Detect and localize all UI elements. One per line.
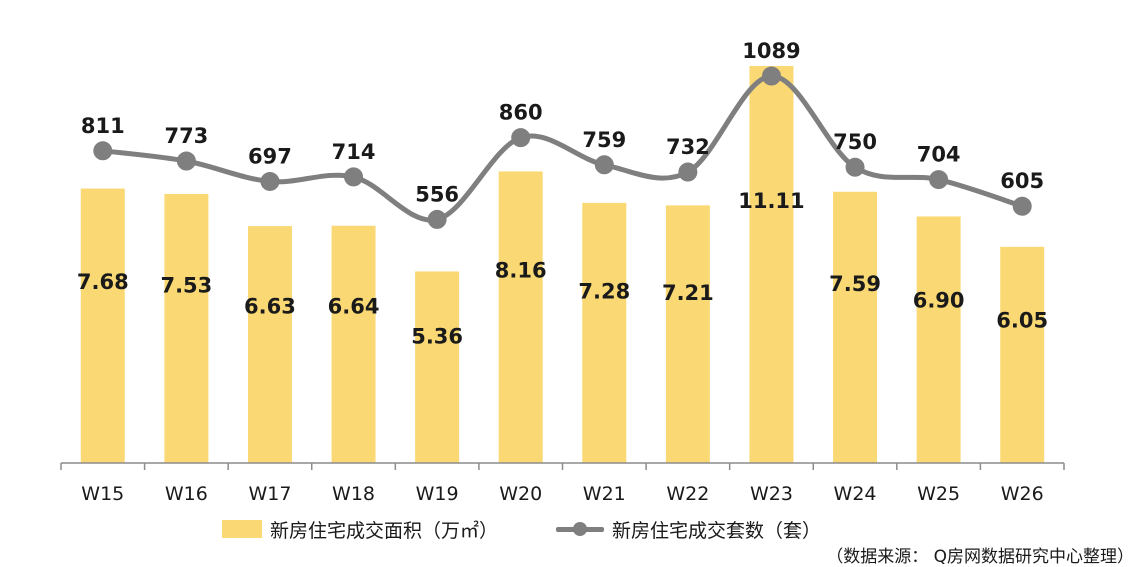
bar-value-label: 7.59 xyxy=(829,272,881,296)
count-value-label: 714 xyxy=(332,140,376,164)
count-marker-W25 xyxy=(929,170,949,190)
bar-W20 xyxy=(498,171,543,463)
count-value-label: 697 xyxy=(248,144,292,168)
bar-value-label: 5.36 xyxy=(411,325,463,349)
bar-value-label: 11.11 xyxy=(738,189,804,213)
legend-swatch-line xyxy=(556,520,605,538)
count-marker-W26 xyxy=(1012,196,1032,216)
x-tick-label: W18 xyxy=(332,483,375,505)
bar-W21 xyxy=(582,202,627,463)
bar-W15 xyxy=(80,188,125,463)
x-tick-label: W20 xyxy=(499,483,542,505)
count-marker-W19 xyxy=(427,209,447,229)
x-tick-label: W22 xyxy=(666,483,709,505)
bar-value-label: 7.28 xyxy=(578,279,630,303)
count-value-label: 860 xyxy=(499,101,543,125)
bar-W25 xyxy=(916,216,961,463)
bar-value-label: 6.90 xyxy=(913,288,965,312)
count-value-label: 1089 xyxy=(742,39,800,63)
source-note: （数据来源： Q房网数据研究中心整理） xyxy=(826,547,1134,567)
count-marker-W15 xyxy=(93,141,113,161)
bar-value-label: 6.05 xyxy=(996,308,1048,332)
count-marker-W24 xyxy=(845,157,865,177)
count-value-label: 750 xyxy=(833,130,877,154)
count-marker-W21 xyxy=(594,155,614,175)
x-tick-label: W17 xyxy=(248,483,291,505)
count-marker-W18 xyxy=(344,167,364,187)
bar-W24 xyxy=(833,191,878,464)
bar-value-label: 7.21 xyxy=(662,281,714,305)
count-series-markers xyxy=(93,66,1032,229)
legend-item-area: 新房住宅成交面积（万㎡） xyxy=(222,516,498,543)
count-marker-W16 xyxy=(176,151,196,171)
count-series-line xyxy=(100,73,1025,223)
x-tick-label: W25 xyxy=(917,483,960,505)
count-value-label: 811 xyxy=(81,114,125,138)
count-value-label: 605 xyxy=(1000,169,1044,193)
legend-label-area: 新房住宅成交面积（万㎡） xyxy=(270,519,499,542)
bars-layer xyxy=(80,66,1045,464)
legend-label-count: 新房住宅成交套数（套） xyxy=(612,519,822,542)
bar-W22 xyxy=(665,205,710,463)
count-marker-W23 xyxy=(761,66,781,86)
bar-W18 xyxy=(331,225,376,463)
count-value-label: 732 xyxy=(666,135,710,159)
count-value-label: 759 xyxy=(582,128,626,152)
x-tick-label: W21 xyxy=(583,483,626,505)
bar-value-label: 8.16 xyxy=(495,259,547,283)
legend: 新房住宅成交面积（万㎡） 新房住宅成交套数（套） xyxy=(222,515,879,543)
bar-value-label: 7.53 xyxy=(160,273,212,297)
count-marker-W22 xyxy=(678,162,698,182)
count-value-label: 704 xyxy=(917,143,961,167)
x-tick-label: W16 xyxy=(165,483,208,505)
x-tick-label: W26 xyxy=(1001,483,1044,505)
bar-W17 xyxy=(247,226,292,463)
x-tick-label: W15 xyxy=(81,483,124,505)
legend-item-count: 新房住宅成交套数（套） xyxy=(556,516,821,543)
bar-W26 xyxy=(1000,246,1045,463)
x-axis-ticks xyxy=(60,463,1065,470)
x-axis-labels: W15 W16 W17 W18 W19 W20 W21 W22 W23 W24 W25 W26 xyxy=(81,483,1043,505)
bar-value-label: 6.64 xyxy=(328,294,380,318)
bar-W16 xyxy=(164,193,209,463)
count-value-label: 556 xyxy=(415,182,459,206)
x-tick-label: W23 xyxy=(750,483,793,505)
count-marker-W20 xyxy=(511,128,531,148)
legend-swatch-bar xyxy=(222,520,262,538)
x-tick-label: W19 xyxy=(416,483,459,505)
bar-value-label: 6.63 xyxy=(244,295,296,319)
bar-value-label: 7.68 xyxy=(77,270,129,294)
bar-W19 xyxy=(415,271,460,463)
x-tick-label: W24 xyxy=(834,483,877,505)
count-value-labels: 811 773 697 714 556 860 759 732 1089 750 704 605 xyxy=(81,39,1044,206)
count-value-label: 773 xyxy=(164,124,208,148)
count-marker-W17 xyxy=(260,171,280,191)
bar-value-labels: 7.68 7.53 6.63 6.64 5.36 8.16 7.28 7.21 11.11 7.5… xyxy=(77,189,1048,349)
bar-W23 xyxy=(749,66,794,463)
